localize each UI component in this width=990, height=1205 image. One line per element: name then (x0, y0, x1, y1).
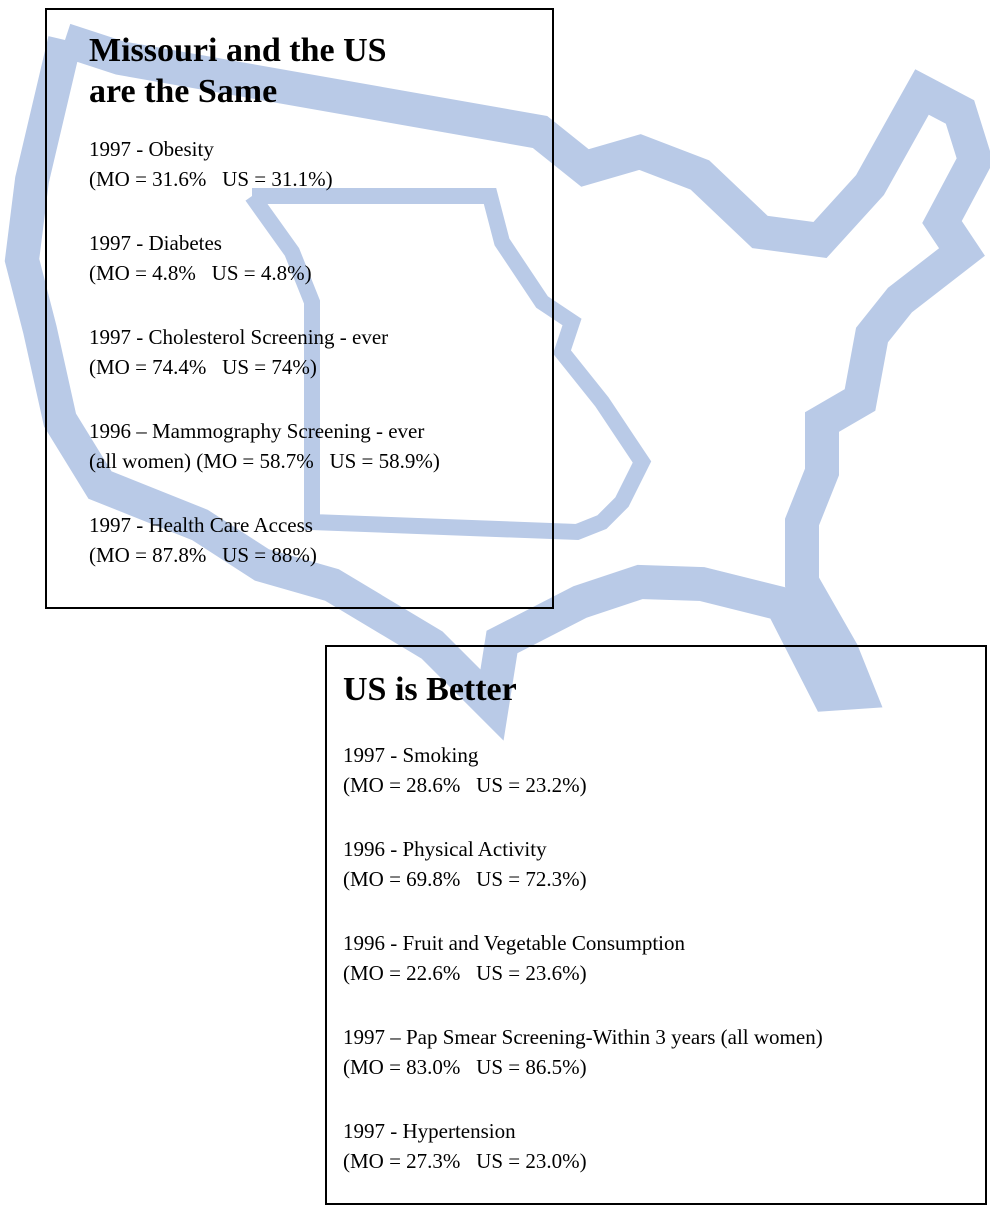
item-line: (all women) (MO = 58.7% US = 58.9%) (89, 449, 440, 473)
item-line: (MO = 4.8% US = 4.8%) (89, 261, 312, 285)
item-line: (MO = 28.6% US = 23.2%) (343, 773, 587, 797)
title-line: US is Better (343, 671, 517, 708)
item: 1996 - Fruit and Vegetable Consumption (M… (343, 928, 985, 988)
item-line: 1997 - Hypertension (343, 1119, 516, 1143)
panel-same: Missouri and the US are the Same 1997 - Ob… (45, 8, 554, 609)
item-line: 1997 - Obesity (89, 137, 214, 161)
us-outline (4, 23, 990, 741)
title-line: are the Same (89, 73, 278, 110)
item: 1997 - Cholesterol Screening - ever (MO =… (89, 322, 552, 382)
item-line: (MO = 83.0% US = 86.5%) (343, 1055, 587, 1079)
item-line: 1997 - Cholesterol Screening - ever (89, 325, 389, 349)
panel-us-better: US is Better 1997 - Smoking (MO = 28.6% US… (325, 645, 987, 1205)
item-line: 1997 – Pap Smear Screening-Within 3 year… (343, 1025, 823, 1049)
item-line: (MO = 69.8% US = 72.3%) (343, 867, 587, 891)
item: 1997 - Hypertension (MO = 27.3% US = 23.0… (343, 1116, 985, 1176)
item-line: 1996 – Mammography Screening - ever (89, 419, 425, 443)
item: 1997 - Obesity (MO = 31.6% US = 31.1%) (89, 134, 552, 194)
panel-title: US is Better (343, 669, 985, 710)
item-line: (MO = 27.3% US = 23.0%) (343, 1149, 587, 1173)
item: 1996 - Physical Activity (MO = 69.8% US =… (343, 834, 985, 894)
missouri-outline (245, 188, 652, 541)
item: 1997 – Pap Smear Screening-Within 3 year… (343, 1022, 985, 1082)
item-line: (MO = 87.8% US = 88%) (89, 543, 317, 567)
item-line: 1996 - Physical Activity (343, 837, 547, 861)
item-line: (MO = 31.6% US = 31.1%) (89, 167, 333, 191)
item-line: 1996 - Fruit and Vegetable Consumption (343, 931, 685, 955)
item-line: 1997 - Health Care Access (89, 513, 313, 537)
item: 1997 - Health Care Access (MO = 87.8% US … (89, 510, 552, 570)
item: 1996 – Mammography Screening - ever (all … (89, 416, 552, 476)
item: 1997 - Smoking (MO = 28.6% US = 23.2%) (343, 740, 985, 800)
item-line: 1997 - Diabetes (89, 231, 222, 255)
item-line: (MO = 74.4% US = 74%) (89, 355, 317, 379)
title-line: Missouri and the US (89, 32, 387, 69)
item-line: 1997 - Smoking (343, 743, 479, 767)
item: 1997 - Diabetes (MO = 4.8% US = 4.8%) (89, 228, 552, 288)
panel-title: Missouri and the US are the Same (89, 30, 552, 112)
item-line: (MO = 22.6% US = 23.6%) (343, 961, 587, 985)
